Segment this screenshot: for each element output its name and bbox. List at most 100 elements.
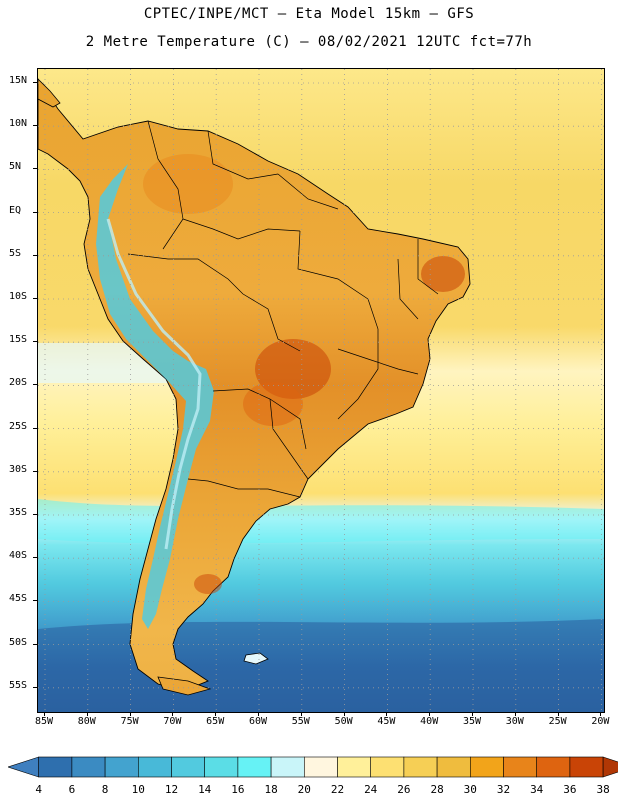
- colorbar-label: 16: [231, 783, 245, 796]
- central-america-land: [38, 78, 61, 108]
- warm-spot-north: [143, 154, 233, 214]
- latitude-tick: [33, 82, 37, 83]
- latitude-tick: [33, 514, 37, 515]
- longitude-label: 80W: [77, 716, 96, 727]
- longitude-tick: [386, 712, 388, 716]
- andes-cold-strip: [96, 164, 214, 629]
- longitude-label: 40W: [420, 716, 439, 727]
- lat-lon-grid: [38, 69, 604, 712]
- longitude-tick: [300, 712, 302, 716]
- longitude-tick: [514, 712, 516, 716]
- colorbar-swatch: [204, 756, 239, 778]
- longitude-tick: [129, 712, 131, 716]
- colorbar-swatch: [370, 756, 405, 778]
- longitude-tick: [86, 712, 88, 716]
- colorbar-label: 6: [68, 783, 76, 796]
- falkland-islands: [243, 652, 269, 665]
- colorbar-swatch: [503, 756, 538, 778]
- map-subtitle: 2 Metre Temperature (C) – 08/02/2021 12U…: [85, 34, 533, 50]
- longitude-tick: [343, 712, 345, 716]
- colorbar-swatch: [403, 756, 438, 778]
- longitude-label: 75W: [120, 716, 139, 727]
- colorbar-label: 38: [596, 783, 610, 796]
- latitude-tick: [33, 384, 37, 386]
- colorbar-label: 20: [297, 783, 311, 796]
- longitude-label: 50W: [334, 716, 353, 727]
- latitude-label: 15N: [9, 75, 28, 86]
- longitude-label: 25W: [548, 716, 567, 727]
- latitude-tick: [33, 470, 37, 472]
- colorbar-label: 36: [563, 783, 577, 796]
- colorbar-label: 4: [35, 783, 42, 796]
- longitude-tick: [557, 712, 559, 716]
- colorbar-label: 24: [364, 783, 378, 796]
- hot-spot-chaco: [243, 382, 303, 426]
- colorbar-swatch: [436, 756, 471, 778]
- latitude-label: 55S: [9, 679, 28, 691]
- colorbar-swatch: [270, 756, 305, 778]
- map-canvas: [38, 69, 604, 712]
- latitude-tick: [33, 254, 37, 256]
- latitude-tick: [33, 686, 37, 688]
- latitude-tick: [33, 600, 37, 602]
- latitude-label: 20S: [9, 377, 28, 389]
- longitude-label: 85W: [34, 716, 54, 727]
- colorbar-label: 10: [131, 783, 145, 796]
- latitude-label: 50S: [9, 636, 28, 648]
- colorbar-swatch: [337, 756, 372, 778]
- colorbar-label: 18: [264, 783, 278, 796]
- longitude-label: 45W: [377, 716, 396, 727]
- colorbar-label: 12: [164, 783, 179, 796]
- colorbar-swatch: [71, 756, 106, 778]
- colorbar-extend-high: [602, 756, 618, 778]
- longitude-tick: [472, 712, 473, 716]
- latitude-label: 5N: [9, 161, 22, 173]
- latitude-label: 10N: [9, 118, 28, 130]
- latitude-label: 40S: [9, 550, 28, 562]
- latitude-label: 45S: [9, 593, 28, 605]
- longitude-label: 60W: [248, 716, 268, 727]
- longitude-tick: [258, 712, 259, 716]
- map-title: CPTEC/INPE/MCT – Eta Model 15km – GFS: [143, 6, 475, 22]
- colorbar-swatch: [303, 756, 338, 778]
- longitude-label: 35W: [462, 716, 482, 727]
- temperature-colorbar: [8, 756, 618, 778]
- colorbar-swatch: [536, 756, 571, 778]
- colorbar-label: 32: [496, 783, 511, 796]
- longitude-tick: [429, 712, 431, 716]
- colorbar-swatch: [104, 756, 139, 778]
- latitude-label: 25S: [9, 420, 28, 432]
- hot-spot-northeast: [421, 256, 465, 292]
- temperature-map[interactable]: [37, 68, 605, 713]
- latitude-tick: [33, 168, 37, 170]
- longitude-label: 20W: [591, 716, 610, 727]
- latitude-label: 35S: [9, 507, 28, 518]
- hot-spot-patagonia: [194, 574, 222, 594]
- longitude-tick: [44, 712, 45, 716]
- latitude-label: 30S: [9, 463, 28, 475]
- longitude-tick: [172, 712, 174, 716]
- latitude-tick: [33, 427, 37, 429]
- colorbar-label: 26: [397, 783, 411, 796]
- colorbar-label: 14: [198, 783, 212, 796]
- colorbar-swatch: [569, 756, 604, 778]
- colorbar-label: 8: [101, 783, 109, 796]
- latitude-tick: [33, 341, 37, 343]
- colorbar-swatch: [138, 756, 172, 778]
- latitude-tick: [33, 125, 37, 127]
- colorbar-label: 34: [530, 783, 544, 796]
- longitude-label: 70W: [163, 716, 182, 727]
- colorbar-label: 28: [430, 783, 444, 796]
- colorbar-label: 22: [330, 783, 345, 796]
- latitude-tick: [33, 211, 37, 213]
- latitude-label: 15S: [9, 334, 28, 346]
- tierra-del-fuego: [157, 676, 212, 696]
- cold-south-band: [38, 619, 604, 712]
- colorbar-label: 30: [463, 783, 477, 796]
- colorbar-swatch: [171, 756, 206, 778]
- latitude-label: 5S: [9, 247, 22, 259]
- longitude-label: 65W: [206, 716, 225, 727]
- longitude-tick: [215, 712, 217, 716]
- latitude-tick: [33, 557, 37, 559]
- latitude-label: EQ: [9, 204, 22, 216]
